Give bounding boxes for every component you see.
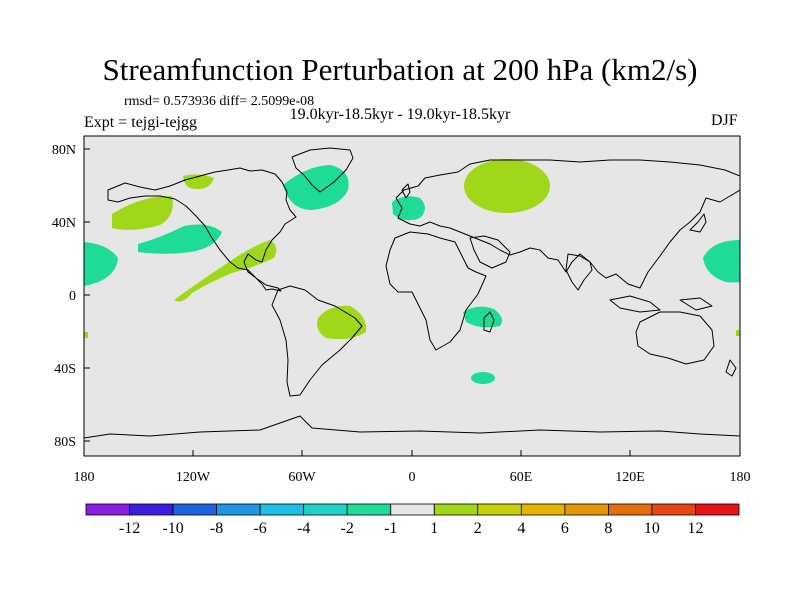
colorbar-label: -6	[253, 520, 266, 537]
season-label: DJF	[711, 112, 738, 129]
colorbar-label: -8	[210, 520, 223, 537]
colorbar-label: -4	[297, 520, 310, 537]
colorbar-label: -2	[341, 520, 354, 537]
colorbar-swatch	[520, 503, 566, 516]
lon-tick-labels: 180 120W 60W 0 60E 120E 180	[74, 470, 751, 485]
colorbar-label: 1	[430, 520, 438, 537]
colorbar-label: -1	[384, 520, 397, 537]
colorbar-label: 12	[687, 520, 703, 537]
colorbar-swatch	[85, 503, 130, 516]
colorbar-swatch	[433, 503, 479, 516]
lat-tick-label: 40N	[52, 216, 76, 231]
anomaly-north-pacific-positive	[112, 196, 173, 230]
anomaly-south-atlantic-positive	[317, 305, 367, 340]
anomaly-eastern-pacific-negative	[138, 224, 222, 254]
colorbar-swatch	[564, 503, 609, 516]
anomaly-layer	[84, 159, 740, 384]
coast-antarctica	[84, 415, 740, 439]
coast-australia	[635, 311, 715, 365]
colorbar-label: 10	[644, 520, 660, 537]
colorbar-label: 4	[517, 520, 525, 537]
map-ticks	[83, 148, 741, 456]
plot-title: Streamfunction Perturbation at 200 hPa (…	[102, 52, 698, 87]
coast-eurasia	[395, 159, 740, 289]
coast-japan	[689, 213, 707, 233]
colorbar-swatch	[172, 503, 218, 516]
colorbar-swatch	[259, 503, 305, 516]
lon-tick-label: 180	[74, 470, 95, 485]
anomaly-edge-east	[736, 330, 740, 336]
lat-tick-label: 80N	[52, 143, 76, 158]
experiment-label: Expt = tejgi-tejgg	[84, 114, 197, 131]
colorbar-label: 2	[474, 520, 482, 537]
coast-madagascar	[483, 311, 495, 333]
colorbar-swatch	[346, 503, 392, 516]
stats-text: rmsd= 0.573936 diff= 2.5099e-08	[124, 94, 315, 109]
coast-india	[565, 253, 593, 291]
coast-new-zealand	[725, 359, 737, 377]
coast-africa	[385, 231, 487, 351]
coast-north-america	[107, 167, 297, 292]
coast-southeast-asia	[609, 295, 661, 313]
colorbar-swatch	[651, 503, 696, 516]
colorbar-swatch	[608, 503, 653, 516]
lon-tick-label: 60W	[288, 470, 316, 485]
lon-tick-label: 180	[730, 470, 751, 485]
anomaly-madagascar-negative	[463, 306, 502, 328]
anomaly-west-pacific-negative	[84, 242, 118, 286]
colorbar-label: -12	[119, 520, 140, 537]
anomaly-western-europe-negative	[392, 196, 425, 221]
anomaly-north-atlantic-negative	[283, 165, 349, 210]
colorbar-swatch	[695, 503, 740, 516]
coast-arabia	[469, 235, 511, 269]
lat-tick-label: 80S	[54, 435, 76, 450]
lat-tick-labels: 80N 40N 0 40S 80S	[52, 143, 76, 450]
colorbar-swatch	[216, 503, 261, 516]
coast-british-isles	[401, 183, 411, 199]
anomaly-southern-ocean-negative	[471, 372, 495, 384]
colorbar: -12 -10 -8 -6 -4 -2 -1 1 2 4 6 8 10 12	[85, 503, 740, 537]
colorbar-swatch	[477, 503, 522, 516]
coast-greenland	[291, 147, 354, 193]
lon-tick-label: 120E	[615, 470, 645, 485]
anomaly-siberia-positive	[464, 159, 550, 213]
anomaly-edge-west	[84, 332, 88, 338]
coast-south-america	[271, 285, 363, 397]
lat-tick-label: 0	[69, 289, 76, 304]
lon-tick-label: 0	[409, 470, 416, 485]
coast-new-guinea	[679, 297, 713, 311]
colorbar-label: 8	[604, 520, 612, 537]
colorbar-swatch	[303, 503, 348, 516]
anomaly-west-pacific-dateline-negative	[703, 240, 740, 283]
anomaly-tropical-atlantic-positive	[174, 240, 277, 302]
colorbar-label: -10	[162, 520, 183, 537]
colorbar-swatch	[390, 503, 435, 516]
lat-tick-label: 40S	[54, 362, 76, 377]
lon-tick-label: 120W	[176, 470, 211, 485]
lon-tick-label: 60E	[510, 470, 533, 485]
colorbar-swatch	[129, 503, 174, 516]
coastlines	[84, 147, 740, 439]
period-text: 19.0kyr-18.5kyr - 19.0kyr-18.5kyr	[289, 106, 511, 123]
colorbar-label: 6	[561, 520, 569, 537]
